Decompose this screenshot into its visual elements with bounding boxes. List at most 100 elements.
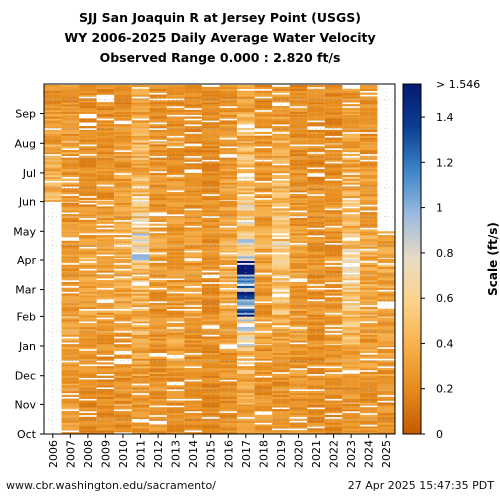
heatmap-cell: [201, 428, 220, 431]
heatmap-cell: [61, 312, 80, 315]
heatmap-cell: [272, 338, 290, 341]
heatmap-cell: [201, 214, 220, 217]
heatmap-cell: [184, 392, 202, 396]
heatmap-cell: [307, 270, 325, 273]
heatmap-cell: [237, 338, 255, 341]
heatmap-cell: [219, 272, 238, 275]
heatmap-cell: [342, 182, 360, 185]
heatmap-cell: [324, 297, 343, 300]
heatmap-cell: [44, 197, 62, 201]
heatmap-cell: [324, 84, 343, 88]
heatmap-cell: [307, 137, 325, 140]
heatmap-cell: [131, 90, 150, 93]
heatmap-cell: [149, 426, 167, 429]
heatmap-cell: [342, 314, 360, 317]
heatmap-cell: [272, 86, 290, 90]
heatmap-cell: [149, 157, 167, 160]
heatmap-cell: [201, 225, 220, 228]
heatmap-cell: [96, 120, 115, 123]
heatmap-cell: [79, 405, 97, 408]
heatmap-cell: [272, 366, 290, 369]
heatmap-cell: [114, 340, 132, 343]
chart-subtitle-range: Observed Range 0.000 : 2.820 ft/s: [99, 50, 341, 65]
heatmap-cell: [289, 306, 308, 310]
heatmap-cell: [61, 137, 80, 140]
heatmap-cell: [272, 330, 290, 333]
heatmap-cell: [79, 190, 97, 193]
heatmap-cell: [219, 178, 238, 181]
heatmap-cell: [149, 208, 167, 211]
heatmap-cell: [289, 336, 308, 339]
heatmap-cell: [61, 124, 80, 127]
heatmap-cell: [272, 256, 290, 259]
heatmap-cell: [79, 92, 97, 95]
heatmap-cell: [289, 122, 308, 125]
heatmap-cell: [254, 281, 273, 285]
heatmap-cell: [44, 190, 62, 193]
heatmap-cell: [79, 151, 97, 155]
heatmap-cell: [359, 215, 378, 219]
heatmap-cell: [61, 293, 80, 296]
heatmap-cell: [114, 264, 132, 267]
heatmap-cell: [342, 352, 360, 355]
heatmap-cell: [114, 148, 132, 151]
heatmap-cell: [359, 202, 378, 205]
heatmap-cell: [237, 149, 255, 153]
heatmap-cell: [307, 285, 325, 288]
heatmap-cell: [359, 385, 378, 388]
heatmap-cell: [166, 107, 185, 111]
heatmap-cell: [114, 88, 132, 91]
heatmap-cell: [184, 312, 202, 315]
heatmap-cell: [307, 188, 325, 191]
heatmap-cell: [219, 202, 238, 205]
heatmap-cell: [219, 426, 238, 429]
heatmap-cell: [359, 422, 378, 425]
heatmap-cell: [79, 312, 97, 315]
heatmap-cell: [44, 92, 62, 95]
heatmap-cell: [131, 122, 150, 125]
heatmap-cell: [201, 377, 220, 380]
heatmap-cell: [149, 100, 167, 103]
heatmap-cell: [219, 180, 238, 183]
heatmap-cell: [342, 297, 360, 300]
heatmap-cell: [307, 169, 325, 172]
heatmap-cell: [166, 324, 185, 328]
heatmap-cell: [79, 317, 97, 320]
heatmap-cell: [219, 304, 238, 308]
heatmap-cell: [324, 389, 343, 392]
heatmap-cell: [289, 217, 308, 221]
heatmap-cell: [61, 301, 80, 304]
heatmap-cell: [254, 377, 273, 380]
heatmap-cell: [272, 229, 290, 232]
heatmap-cell: [272, 126, 290, 129]
heatmap-cell: [237, 109, 255, 113]
heatmap-cell: [149, 394, 167, 397]
heatmap-cell: [79, 416, 97, 419]
heatmap-cell: [131, 256, 150, 259]
heatmap-cell: [114, 202, 132, 205]
heatmap-cell: [79, 180, 97, 183]
heatmap-cell: [149, 416, 167, 419]
heatmap-cell: [289, 276, 308, 279]
heatmap-cell: [61, 161, 80, 164]
heatmap-cell: [184, 176, 202, 179]
x-tick-label: 2023: [345, 440, 358, 468]
heatmap-cell: [289, 193, 308, 197]
colorbar-tick-label: 1: [436, 202, 443, 215]
heatmap-cell: [359, 221, 378, 224]
heatmap-cell: [289, 225, 308, 228]
heatmap-cell: [324, 345, 343, 348]
heatmap-cell: [289, 98, 308, 101]
heatmap-cell: [237, 148, 255, 151]
heatmap-cell: [131, 352, 150, 355]
heatmap-cell: [131, 321, 150, 324]
heatmap-cell: [131, 344, 150, 347]
heatmap-cell: [307, 348, 325, 352]
heatmap-cell: [96, 389, 115, 392]
heatmap-cell: [237, 86, 255, 90]
heatmap-cell: [289, 330, 308, 333]
heatmap-cell: [114, 400, 132, 403]
heatmap-cell: [254, 342, 273, 345]
heatmap-cell: [289, 369, 308, 373]
heatmap-cell: [131, 114, 150, 117]
